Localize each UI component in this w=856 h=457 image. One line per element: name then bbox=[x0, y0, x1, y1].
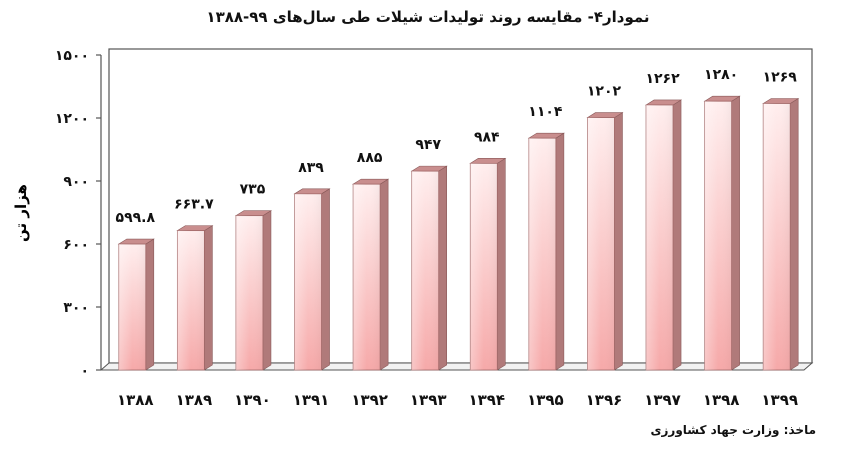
bar-value-label: ۱۲۸۰ bbox=[704, 67, 738, 83]
x-tick-label: ۱۳۹۷ bbox=[644, 391, 681, 409]
y-tick-label: ۱۲۰۰ bbox=[55, 111, 89, 127]
bar-value-label: ۱۲۶۲ bbox=[645, 71, 680, 87]
x-tick-label: ۱۳۹۹ bbox=[761, 391, 798, 409]
x-tick-label: ۱۳۹۲ bbox=[351, 391, 388, 409]
bar-side bbox=[614, 112, 623, 371]
plot-frame bbox=[99, 48, 814, 371]
y-tick-label: ۱۵۰۰ bbox=[55, 48, 89, 64]
plot-back-wall bbox=[108, 48, 813, 364]
bar: ۸۸۵ bbox=[352, 150, 390, 371]
bar: ۶۶۳.۷ bbox=[174, 197, 214, 371]
bar-value-label: ۸۸۵ bbox=[357, 150, 383, 166]
x-tick-label: ۱۳۹۱ bbox=[293, 391, 330, 409]
x-tick-label: ۱۳۹۸ bbox=[703, 391, 740, 409]
y-axis-label: هزار تن bbox=[12, 184, 30, 242]
bar-value-label: ۹۴۷ bbox=[415, 137, 441, 153]
bar-side bbox=[204, 225, 213, 371]
bar-shine bbox=[177, 230, 205, 370]
bar-value-label: ۸۳۹ bbox=[298, 160, 324, 176]
bar-shine bbox=[118, 244, 146, 370]
bar-shine bbox=[353, 184, 381, 370]
bar: ۱۲۰۲ bbox=[586, 84, 624, 371]
y-tick-label: ۰ bbox=[80, 363, 89, 379]
bar-side bbox=[789, 97, 799, 371]
bar-side bbox=[555, 132, 565, 371]
x-tick-label: ۱۳۸۹ bbox=[176, 391, 213, 409]
x-tick-label: ۱۳۹۴ bbox=[468, 391, 505, 409]
bar-value-label: ۱۱۰۴ bbox=[528, 104, 563, 120]
bar-side bbox=[672, 99, 682, 371]
y-tick-label: ۹۰۰ bbox=[63, 174, 89, 190]
bar-side bbox=[438, 165, 448, 371]
bar-shine bbox=[235, 215, 263, 370]
x-tick-label: ۱۳۹۳ bbox=[410, 391, 447, 409]
bar-value-label: ۹۸۴ bbox=[474, 129, 500, 145]
source-note: ماخذ: وزارت جهاد کشاورزی bbox=[650, 423, 817, 437]
bar-shine bbox=[646, 104, 674, 370]
bar-side bbox=[496, 157, 506, 371]
bar-shine bbox=[704, 101, 732, 370]
bar: ۱۲۶۲ bbox=[644, 71, 683, 371]
bar-value-label: ۱۲۶۹ bbox=[763, 70, 798, 86]
bar-value-label: ۷۳۵ bbox=[240, 182, 266, 198]
bar: ۸۳۹ bbox=[293, 160, 331, 371]
bar: ۷۳۵ bbox=[234, 182, 273, 371]
bar: ۵۹۹.۸ bbox=[116, 210, 156, 371]
bar-value-label: ۵۹۹.۸ bbox=[116, 210, 156, 226]
bar-value-label: ۶۶۳.۷ bbox=[174, 197, 214, 213]
x-tick-label: ۱۳۹۶ bbox=[586, 391, 623, 409]
bar-side bbox=[262, 210, 272, 371]
y-tick-label: ۳۰۰ bbox=[63, 300, 89, 316]
bar: ۱۱۰۴ bbox=[527, 104, 565, 371]
bar: ۹۴۷ bbox=[410, 137, 448, 371]
y-tick-label: ۶۰۰ bbox=[63, 237, 89, 253]
x-tick-label: ۱۳۹۵ bbox=[527, 391, 564, 409]
chart-title: نمودار۴- مقایسه روند تولیدات شیلات طی سا… bbox=[206, 8, 650, 26]
x-tick-label: ۱۳۸۸ bbox=[117, 391, 154, 409]
bar: ۹۸۴ bbox=[469, 129, 507, 371]
bar-value-label: ۱۲۰۲ bbox=[587, 84, 622, 100]
y-axis: ۰ ۳۰۰ ۶۰۰ ۹۰۰ ۱۲۰۰ ۱۵۰۰ bbox=[55, 48, 101, 379]
bar-shine bbox=[587, 117, 615, 370]
bar-shine bbox=[470, 163, 498, 370]
x-tick-label: ۱۳۹۰ bbox=[234, 391, 271, 409]
bar-side bbox=[731, 95, 740, 371]
bar: ۱۲۸۰ bbox=[703, 67, 741, 371]
bar-side bbox=[145, 238, 155, 371]
x-axis: ۱۳۸۸ ۱۳۸۹ ۱۳۹۰ ۱۳۹۱ ۱۳۹۲ ۱۳۹۳ ۱۳۹۴ ۱۳۹۵ ۱۳۹۶ ۱۳۹۷… bbox=[117, 391, 798, 409]
bar-shine bbox=[528, 138, 556, 370]
bars: ۵۹۹.۸ ۶۶۳.۷ ۷۳۵ ۸۳۹ ۸۸۵ ۹۴۷ ۹۸۴ ۱۱۰۴ ۱۲۰۲ ۱۲۶۲ ۱۲۸… bbox=[116, 67, 800, 371]
bar: ۱۲۶۹ bbox=[762, 70, 800, 371]
bar-side bbox=[379, 178, 389, 371]
bar-shine bbox=[294, 193, 322, 370]
bar-side bbox=[321, 188, 330, 371]
plot-floor bbox=[99, 362, 814, 371]
bar-shine bbox=[411, 171, 439, 370]
bar-shine bbox=[763, 103, 791, 370]
